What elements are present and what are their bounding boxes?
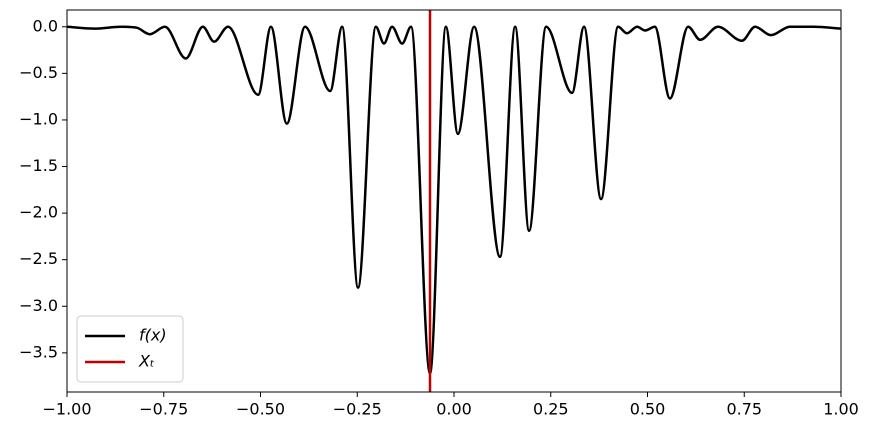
x-tick-label: 0.25: [533, 400, 569, 419]
x-tick-label: 0.50: [630, 400, 666, 419]
legend-box: [76, 315, 184, 383]
x-tick-label: −1.00: [42, 400, 91, 419]
x-tick-label: −0.75: [139, 400, 188, 419]
y-tick-label: −1.0: [19, 109, 58, 128]
legend-label: Xₜ: [138, 352, 155, 371]
x-tick-label: 1.00: [823, 400, 859, 419]
y-tick-label: −1.5: [19, 156, 58, 175]
y-tick-label: 0.0: [33, 16, 58, 35]
y-tick-label: −0.5: [19, 63, 58, 82]
x-tick-label: −0.50: [236, 400, 285, 419]
x-tick-label: −0.25: [333, 400, 382, 419]
y-tick-label: −2.5: [19, 249, 58, 268]
legend: f(x) Xₜ: [76, 315, 184, 383]
y-tick-label: −3.5: [19, 342, 58, 361]
line-series: [66, 25, 842, 375]
x-tick-label: 0.00: [436, 400, 472, 419]
y-tick-label: −3.0: [19, 296, 58, 315]
x-tick-label: 0.75: [726, 400, 762, 419]
legend-label: f(x): [139, 326, 167, 345]
y-tick-label: −2.0: [19, 203, 58, 222]
plot-frame: [66, 9, 842, 393]
